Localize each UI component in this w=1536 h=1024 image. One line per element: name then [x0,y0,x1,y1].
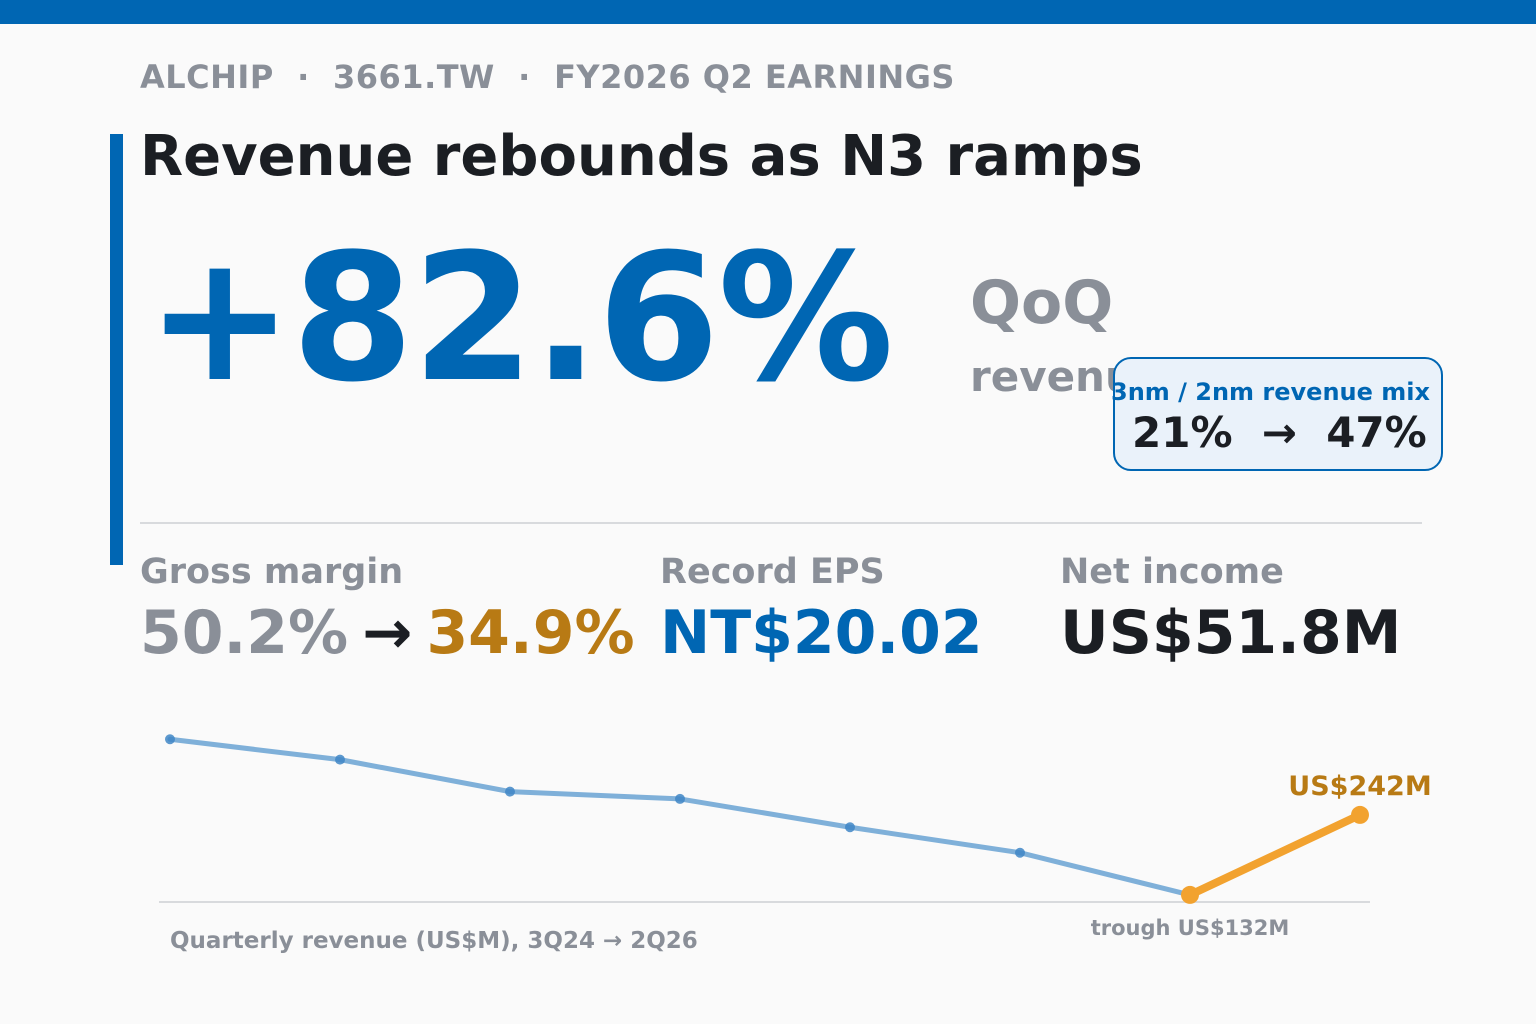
eps-label: Record EPS [660,552,885,592]
net-income-label: Net income [1060,552,1284,592]
mix-callout-box [1113,357,1443,471]
data-point-6 [1015,847,1025,858]
left-accent-rule [110,134,123,565]
data-point-8 [1351,805,1369,824]
headline: Revenue rebounds as N3 ramps [140,124,1143,189]
data-point-1 [165,734,175,745]
gross-margin-from: 50.2% [140,598,349,668]
rebound-series-line [1186,810,1364,899]
eps-value: NT$20.02 [660,598,983,668]
chart-caption: Quarterly revenue (US$M), 3Q24 → 2Q26 [170,928,698,954]
hero-unit: QoQ [970,268,1114,338]
history-series-line [167,736,1193,898]
data-point-2 [335,754,345,765]
trough-value-label: trough US$132M [1091,916,1290,940]
gross-margin-arrow: → [362,598,413,668]
gross-margin-label: Gross margin [140,552,404,592]
data-point-5 [845,822,855,833]
net-income-value: US$51.8M [1060,598,1402,668]
data-point-3 [505,786,515,797]
latest-value-label: US$242M [1288,771,1431,802]
mix-callout-values: 21% → 47% [1132,408,1427,457]
mix-callout-label: 3nm / 2nm revenue mix [1111,378,1430,406]
kicker: ALCHIP · 3661.TW · FY2026 Q2 EARNINGS [140,58,955,96]
data-point-7 [1181,885,1199,904]
gross-margin-value: 50.2% → 34.9% [140,598,635,668]
hero-value: +82.6% [146,216,894,421]
data-point-4 [675,793,685,804]
section-divider [140,522,1422,524]
gross-margin-to: 34.9% [426,598,635,668]
top-accent-bar [0,0,1536,24]
